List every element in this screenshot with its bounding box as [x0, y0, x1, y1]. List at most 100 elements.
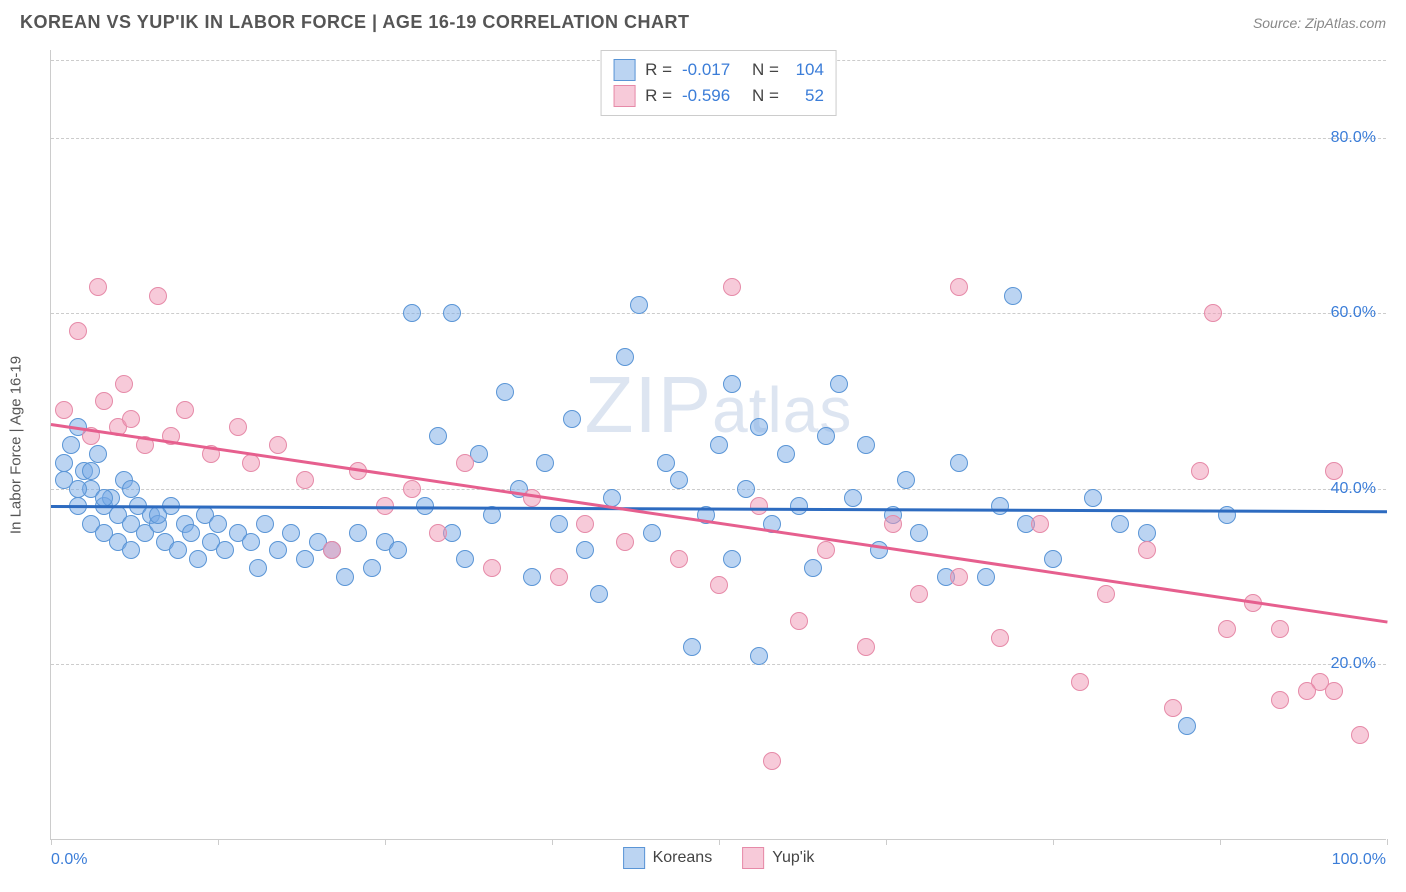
data-point — [950, 278, 968, 296]
data-point — [115, 375, 133, 393]
data-point — [723, 278, 741, 296]
data-point — [69, 322, 87, 340]
data-point — [122, 410, 140, 428]
data-point — [249, 559, 267, 577]
data-point — [169, 541, 187, 559]
data-point — [122, 541, 140, 559]
data-point — [149, 287, 167, 305]
data-point — [1218, 620, 1236, 638]
x-tick-label-left: 0.0% — [51, 851, 87, 869]
data-point — [403, 480, 421, 498]
data-point — [683, 638, 701, 656]
data-point — [523, 568, 541, 586]
data-point — [1004, 287, 1022, 305]
data-point — [55, 401, 73, 419]
data-point — [670, 550, 688, 568]
data-point — [1191, 462, 1209, 480]
legend-swatch — [613, 85, 635, 107]
data-point — [590, 585, 608, 603]
data-point — [69, 480, 87, 498]
x-tick-mark — [385, 839, 386, 845]
data-point — [229, 418, 247, 436]
data-point — [182, 524, 200, 542]
data-point — [242, 454, 260, 472]
data-point — [429, 524, 447, 542]
data-point — [55, 454, 73, 472]
x-tick-mark — [552, 839, 553, 845]
plot-area: ZIPatlas 20.0%40.0%60.0%80.0%0.0%100.0%R… — [51, 50, 1386, 839]
data-point — [1178, 717, 1196, 735]
data-point — [550, 515, 568, 533]
x-tick-mark — [218, 839, 219, 845]
data-point — [723, 375, 741, 393]
data-point — [82, 462, 100, 480]
data-point — [576, 515, 594, 533]
data-point — [616, 533, 634, 551]
source-label: Source: ZipAtlas.com — [1253, 15, 1386, 31]
data-point — [1271, 620, 1289, 638]
y-axis-title: In Labor Force | Age 16-19 — [8, 355, 25, 533]
series-legend-item: Yup'ik — [742, 847, 814, 869]
data-point — [603, 489, 621, 507]
data-point — [563, 410, 581, 428]
data-point — [790, 497, 808, 515]
data-point — [550, 568, 568, 586]
data-point — [817, 427, 835, 445]
gridline — [51, 138, 1386, 139]
data-point — [536, 454, 554, 472]
chart-title: KOREAN VS YUP'IK IN LABOR FORCE | AGE 16… — [20, 12, 690, 33]
data-point — [1298, 682, 1316, 700]
data-point — [857, 638, 875, 656]
data-point — [296, 550, 314, 568]
data-point — [429, 427, 447, 445]
data-point — [1071, 673, 1089, 691]
data-point — [1271, 691, 1289, 709]
legend-r-value: -0.596 — [682, 86, 742, 106]
gridline — [51, 313, 1386, 314]
gridline — [51, 664, 1386, 665]
data-point — [323, 541, 341, 559]
trend-line — [51, 505, 1387, 513]
data-point — [844, 489, 862, 507]
legend-n-label: N = — [752, 60, 779, 80]
data-point — [89, 278, 107, 296]
series-legend: Koreans Yup'ik — [623, 847, 815, 869]
data-point — [1351, 726, 1369, 744]
data-point — [830, 375, 848, 393]
data-point — [790, 612, 808, 630]
data-point — [256, 515, 274, 533]
data-point — [456, 454, 474, 472]
data-point — [991, 629, 1009, 647]
legend-row: R = -0.596 N = 52 — [613, 83, 824, 109]
x-tick-mark — [719, 839, 720, 845]
legend-r-value: -0.017 — [682, 60, 742, 80]
data-point — [1164, 699, 1182, 717]
data-point — [737, 480, 755, 498]
data-point — [269, 541, 287, 559]
legend-r-label: R = — [645, 86, 672, 106]
data-point — [349, 524, 367, 542]
series-legend-item: Koreans — [623, 847, 713, 869]
data-point — [950, 454, 968, 472]
data-point — [443, 304, 461, 322]
data-point — [750, 497, 768, 515]
data-point — [616, 348, 634, 366]
data-point — [630, 296, 648, 314]
y-tick-label: 40.0% — [1331, 480, 1376, 498]
legend-n-label: N = — [752, 86, 779, 106]
data-point — [403, 304, 421, 322]
data-point — [910, 585, 928, 603]
data-point — [216, 541, 234, 559]
data-point — [496, 383, 514, 401]
data-point — [269, 436, 287, 454]
x-tick-mark — [1387, 839, 1388, 845]
data-point — [804, 559, 822, 577]
data-point — [1084, 489, 1102, 507]
data-point — [670, 471, 688, 489]
data-point — [657, 454, 675, 472]
data-point — [991, 497, 1009, 515]
data-point — [897, 471, 915, 489]
data-point — [1204, 304, 1222, 322]
x-tick-mark — [51, 839, 52, 845]
data-point — [910, 524, 928, 542]
